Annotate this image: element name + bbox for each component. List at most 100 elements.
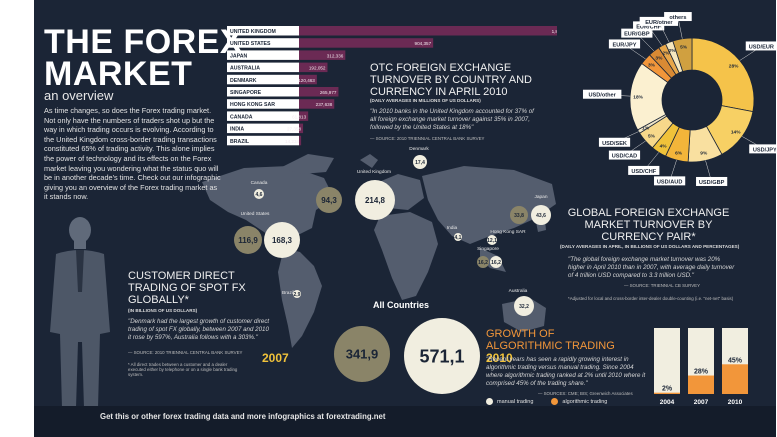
donut-label-bg	[639, 16, 679, 26]
donut-percent: 3%	[655, 55, 663, 61]
bubble-value: 571,1	[419, 346, 464, 366]
donut-category: USD/EUR	[749, 44, 774, 50]
donut-category: USD/CAD	[612, 154, 637, 160]
country-bar	[299, 74, 317, 85]
algo-algorithmic-bar	[722, 364, 748, 394]
country-bar	[299, 123, 304, 134]
algo-bar-label: 28%	[694, 369, 709, 376]
country-label: INDIA	[230, 127, 244, 133]
direct-trading-bubbles: 4,6 116,9 168,3 94,3 214,8 17,4 33,8 43,6 12,1 16…	[234, 146, 551, 394]
country-value: 904,357	[415, 41, 432, 46]
donut-category: USD/CHF	[631, 169, 656, 175]
bubble-value: 214,8	[365, 196, 386, 205]
algo-manual-bar	[654, 328, 680, 394]
gfx-subtitle: (DAILY AVERAGES IN APRIL, IN BILLIONS OF…	[560, 244, 740, 249]
donut-label-bg	[696, 176, 728, 186]
donut-label-bg	[664, 12, 692, 22]
bubble-japan_2010	[531, 205, 551, 225]
donut-category: USD/SEK	[602, 141, 627, 147]
bubble-australia_2010	[514, 296, 534, 316]
bubble-all_2010	[404, 318, 480, 394]
map-country-label: Japan	[534, 194, 547, 200]
gfx-note: *Adjusted for local and cross-border int…	[568, 296, 734, 301]
donut-percent: 18%	[633, 95, 643, 101]
country-label-bg	[227, 26, 299, 36]
country-value: 61,813	[292, 114, 306, 119]
otc-quote: "In 2010 banks in the United Kingdom acc…	[370, 108, 534, 131]
country-value: 237,638	[316, 102, 333, 107]
map-country-label: Denmark	[409, 146, 429, 152]
bubble-value: 43,6	[536, 213, 546, 219]
infographic-panel: THE FOREX MARKET an overview As time cha…	[34, 0, 776, 437]
legend-algo-swatch	[551, 398, 559, 405]
bubble-canada_2010	[254, 189, 264, 199]
donut-slice	[691, 37, 755, 113]
algo-bar-label: 2%	[662, 386, 673, 393]
algo-year-label: 2007	[694, 399, 709, 406]
currency-pair-donut: USD/EUR 28% USD/JPY 14% USD/GBP 9% USD/AUD 6% US…	[582, 12, 776, 186]
bubble-brazil_2010	[293, 290, 301, 298]
country-label-bg	[227, 135, 299, 146]
bubble-value: 341,9	[346, 347, 379, 362]
bubble-value: 4,1	[455, 235, 462, 241]
country-label: JAPAN	[230, 53, 247, 59]
bubble-us_2007	[234, 226, 262, 254]
bubble-value: 168,3	[272, 236, 293, 245]
bubble-us_2010	[264, 222, 300, 258]
map-country-label: United States	[241, 211, 270, 217]
country-label: SINGAPORE	[230, 90, 262, 96]
donut-percent: 6%	[675, 150, 683, 156]
country-turnover-chart: UNITED KINGDOM 1,853,594 UNITED STATES 904,…	[227, 26, 557, 146]
country-label-bg	[227, 62, 299, 73]
algo-title: GROWTH OF ALGORITHMIC TRADING	[486, 328, 615, 352]
map-country-label: Singapore	[477, 246, 499, 252]
donut-percent: 4%	[660, 144, 668, 150]
algo-quote: "Recent years has seen a rapidly growing…	[486, 356, 646, 387]
donut-label-bg	[749, 144, 776, 154]
bubble-india_2010	[454, 233, 462, 241]
footer-bar	[34, 406, 776, 437]
all-countries-label: All Countries	[373, 300, 429, 310]
country-label-bg	[227, 38, 299, 48]
bubble-value: 32,2	[519, 304, 529, 310]
algo-trading-chart: 2% 2004 28% 2007 45% 2010	[654, 328, 748, 406]
donut-percent: 9%	[700, 151, 708, 157]
donut-percent: 5%	[648, 134, 656, 140]
footer-text: Get this or other forex trading data and…	[100, 412, 386, 421]
bubble-singapore_b	[490, 256, 502, 268]
legend-manual-label: manual trading	[497, 398, 534, 405]
country-value: 120,463	[298, 78, 315, 83]
gfx-title: GLOBAL FOREIGN EXCHANGE MARKET TURNOVER …	[567, 207, 730, 243]
map-country-label: Hong Kong SAR	[490, 229, 526, 235]
cdt-subtitle: (IN BILLIONS OF US DOLLARS)	[128, 308, 198, 313]
bubble-japan_2007	[510, 206, 528, 224]
algo-algorithmic-bar	[654, 392, 680, 394]
title-line-2: MARKET	[44, 55, 193, 93]
donut-category: USD/AUD	[657, 179, 682, 185]
algo-legend: manual trading algorithmic trading	[486, 398, 607, 405]
page-subtitle: an overview	[44, 88, 114, 103]
algo-algorithmic-bar	[688, 375, 714, 394]
donut-category: USD/other	[588, 93, 616, 99]
algo-source: — SOURCES: CME; BIS; Greenwich Associate…	[538, 391, 633, 396]
title-line-1: THE FOREX	[44, 23, 244, 61]
country-label-bg	[227, 50, 299, 60]
bubble-value: 16,2	[478, 260, 488, 266]
bubble-value: 33,8	[514, 213, 524, 219]
donut-category: EUR/JPY	[613, 42, 637, 48]
donut-percent: 3%	[648, 62, 656, 68]
bubble-denmark_2010	[413, 155, 427, 169]
country-bar	[299, 111, 309, 121]
cdt-source: — SOURCE: 2010 TRIENNIAL CENTRAL BANK SU…	[128, 350, 243, 355]
donut-label-bg	[628, 165, 660, 175]
map-country-label: India	[447, 225, 458, 231]
bubble-value: 116,9	[238, 236, 258, 245]
map-country-label: Brazil	[282, 290, 294, 296]
donut-category: USD/GBP	[699, 180, 725, 186]
donut-percent: 2%	[669, 48, 677, 54]
otc-title: OTC FOREIGN EXCHANGE TURNOVER BY COUNTRY…	[370, 62, 532, 98]
country-bar	[299, 26, 557, 36]
country-label: AUSTRALIA	[230, 66, 260, 72]
donut-slice	[672, 37, 693, 72]
